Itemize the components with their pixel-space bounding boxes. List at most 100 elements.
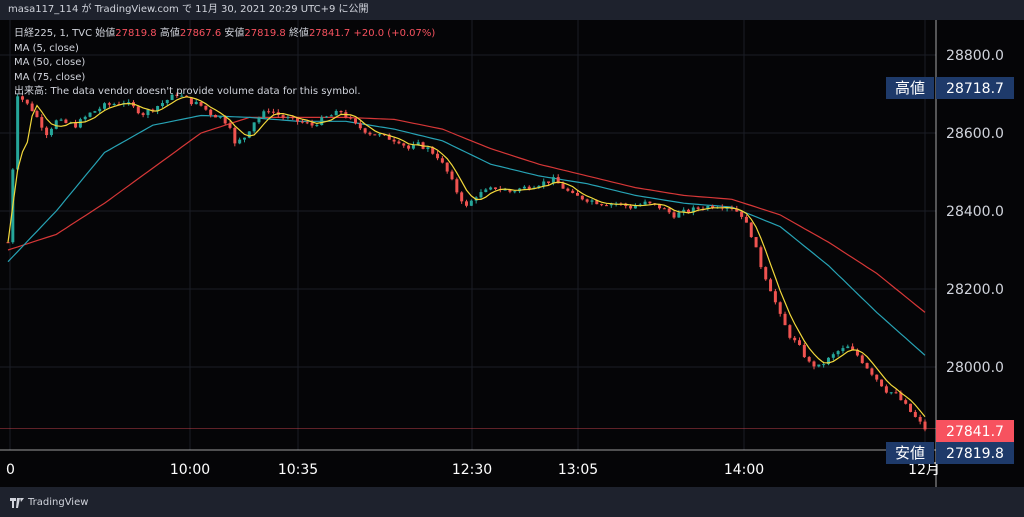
symbol-ohlc-row: 日経225, 1, TVC 始値27819.8 高値27867.6 安値2781…	[14, 27, 435, 42]
candle-body	[233, 127, 237, 144]
chart-area[interactable]: 28800.0 28600.0 28400.0 28200.0 28000.0 0 10:…	[0, 20, 1024, 487]
candle-body	[600, 204, 604, 206]
low-value: 27819.8	[244, 28, 286, 39]
candle-body	[513, 191, 517, 193]
candle-body	[238, 139, 242, 144]
candle-body	[503, 189, 507, 191]
candle-body	[214, 114, 218, 118]
candle-body	[783, 313, 787, 326]
candle-body	[349, 117, 353, 119]
candle-body	[851, 346, 855, 350]
high-value: 27867.6	[179, 28, 222, 39]
candle-body	[740, 211, 744, 217]
high-label: 高値	[159, 28, 180, 39]
candle-body	[180, 95, 184, 97]
ma50-legend[interactable]: MA (50, close)	[14, 57, 86, 68]
candle-body	[146, 109, 150, 116]
candle-body	[773, 291, 777, 303]
candle-body	[315, 125, 319, 127]
ma50-series	[7, 114, 926, 356]
candle-body	[305, 122, 309, 124]
candle-body	[465, 201, 468, 206]
tradingview-logo-icon	[10, 497, 24, 508]
candle-body	[831, 354, 835, 358]
time-axis[interactable]: 0 10:00 10:35 12:30 13:05 14:00 12月	[6, 462, 940, 478]
candle-body	[749, 222, 753, 238]
publish-info-text: masa117_114 が TradingView.com で 11月 30, …	[8, 4, 369, 15]
candle-body	[218, 116, 222, 118]
candle-body	[658, 204, 662, 209]
candle-body	[98, 108, 102, 112]
candle-body	[329, 115, 333, 117]
candle-body	[252, 122, 256, 132]
time-tick-label: 10:35	[278, 462, 318, 478]
price-chart[interactable]: 28800.0 28600.0 28400.0 28200.0 28000.0 0 10:…	[0, 20, 1024, 487]
candle-body	[223, 116, 227, 124]
candle-body	[754, 237, 758, 248]
price-tick-label: 28800.0	[946, 48, 1004, 64]
candle-body	[576, 192, 580, 196]
candle-body	[407, 145, 411, 149]
candle-body	[725, 207, 729, 209]
ma5-legend[interactable]: MA (5, close)	[14, 42, 79, 54]
candle-body	[141, 113, 145, 116]
candle-body	[759, 247, 763, 268]
candle-body	[54, 120, 58, 129]
candle-body	[6, 242, 10, 244]
candle-body	[793, 337, 797, 341]
candle-body	[889, 392, 893, 394]
candle-body	[257, 117, 261, 123]
ma75-legend[interactable]: MA (75, close)	[14, 71, 86, 83]
candle-body	[860, 355, 864, 364]
candle-body	[469, 200, 473, 206]
candle-body	[45, 127, 49, 136]
candle-body	[672, 212, 676, 218]
candle-body	[841, 348, 845, 352]
candle-body	[580, 195, 584, 200]
candle-body	[551, 177, 555, 183]
candle-body	[778, 302, 782, 314]
high-marker-value: 28718.7	[946, 81, 1004, 97]
candle-body	[489, 187, 493, 190]
candle-body	[826, 357, 830, 365]
candle-body	[817, 364, 821, 367]
candle-body	[875, 374, 879, 380]
candle-body	[416, 142, 420, 145]
candle-body	[764, 267, 768, 280]
candle-body	[590, 200, 594, 202]
candle-body	[83, 116, 87, 120]
candle-body	[556, 177, 560, 184]
low-marker-value: 27819.8	[946, 446, 1004, 462]
candle-body	[923, 421, 927, 430]
candle-body	[479, 192, 483, 198]
candle-body	[358, 123, 362, 129]
tradingview-logo[interactable]: TradingView	[10, 497, 88, 508]
candle-body	[74, 122, 78, 128]
candle-body	[170, 94, 174, 101]
candle-body	[822, 364, 826, 366]
time-tick-label: 12:30	[452, 462, 492, 478]
candle-body	[807, 357, 811, 362]
candle-body	[426, 147, 430, 149]
candle-body	[204, 105, 208, 110]
candle-body	[291, 117, 295, 119]
candle-body	[78, 119, 82, 128]
candle-body	[696, 207, 700, 209]
candle-body	[913, 411, 917, 417]
candle-body	[160, 103, 164, 107]
candle-body	[894, 392, 898, 394]
candle-body	[35, 111, 39, 118]
candle-body	[667, 208, 671, 213]
candle-body	[136, 106, 140, 114]
candle-body	[677, 212, 681, 218]
candle-body	[798, 340, 802, 345]
candle-body	[648, 201, 652, 204]
candle-body	[310, 122, 314, 126]
price-axis[interactable]: 28800.0 28600.0 28400.0 28200.0 28000.0	[946, 48, 1004, 376]
low-marker-label: 安値	[895, 444, 925, 462]
candle-body	[93, 111, 97, 113]
ma5-line	[7, 96, 926, 418]
candle-body	[899, 392, 903, 401]
candle-body	[691, 207, 695, 213]
candle-body	[300, 121, 304, 123]
